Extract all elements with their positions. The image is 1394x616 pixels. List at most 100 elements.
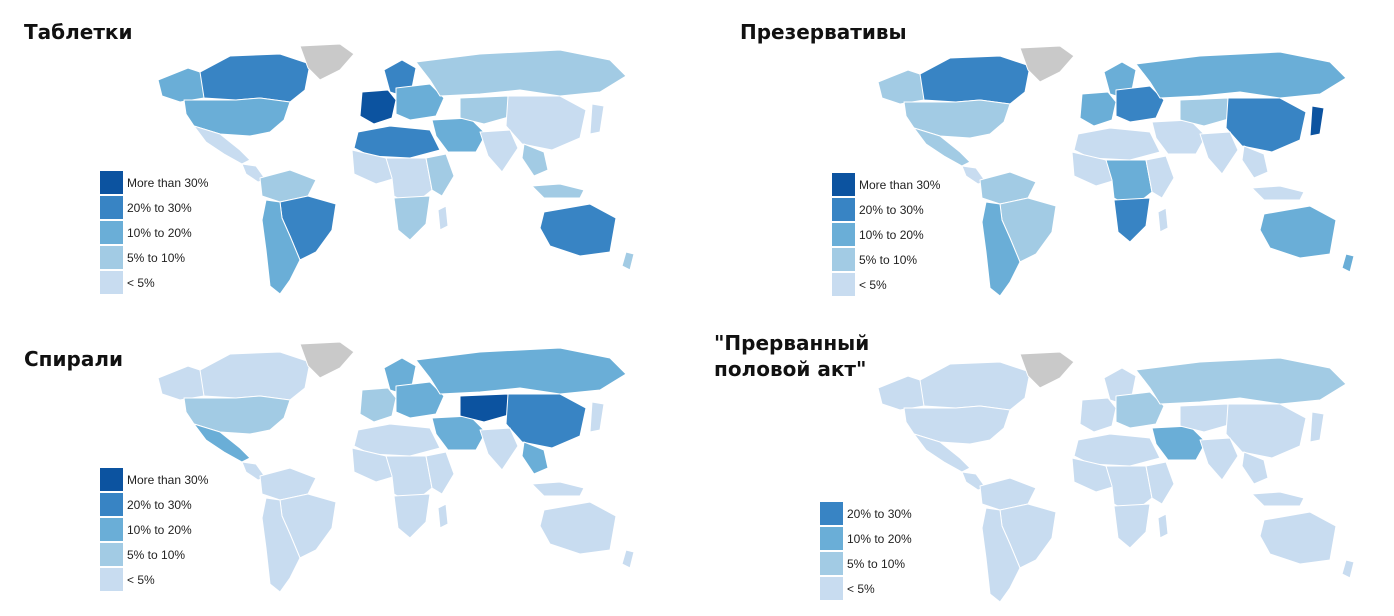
legend-swatch: [820, 527, 843, 550]
region-west-africa: [351, 447, 397, 483]
region-west-africa: [351, 149, 397, 185]
region-madagascar: [1157, 513, 1169, 539]
region-nz: [621, 549, 635, 569]
legend-item: More than 30%: [832, 172, 940, 197]
region-west-europe: [359, 89, 397, 125]
legend-label: 5% to 10%: [847, 556, 906, 571]
legend-label: 5% to 10%: [127, 250, 186, 265]
region-russia: [415, 347, 627, 395]
world-map-pills: [157, 43, 635, 295]
region-south-africa: [393, 493, 431, 539]
region-india: [1199, 437, 1239, 481]
legend-item: 20% to 30%: [832, 197, 940, 222]
region-south-africa: [1113, 197, 1151, 243]
region-west-europe: [359, 387, 397, 423]
region-alaska: [157, 365, 207, 401]
region-north-africa: [353, 125, 441, 159]
region-madagascar: [437, 503, 449, 529]
legend-item: 5% to 10%: [820, 551, 912, 576]
map-title: Таблетки: [24, 20, 133, 44]
region-middle-east: [431, 415, 487, 451]
map-title: Презервативы: [740, 20, 907, 44]
legend-label: < 5%: [859, 277, 887, 292]
region-madagascar: [437, 205, 449, 231]
map-legend: More than 30% 20% to 30% 10% to 20% 5% to 1…: [832, 172, 940, 297]
legend-swatch: [820, 502, 843, 525]
legend-swatch: [100, 171, 123, 194]
legend-label: < 5%: [127, 572, 155, 587]
region-usa: [183, 395, 291, 435]
legend-label: < 5%: [847, 581, 875, 596]
legend-swatch: [100, 246, 123, 269]
legend-item: 20% to 30%: [100, 492, 208, 517]
region-central-asia: [1179, 403, 1233, 433]
region-alaska: [157, 67, 207, 103]
region-indonesia: [531, 481, 585, 497]
region-se-asia: [521, 143, 549, 177]
legend-label: 5% to 10%: [127, 547, 186, 562]
region-south-africa: [1113, 503, 1151, 549]
region-se-asia: [521, 441, 549, 475]
region-mexico: [193, 423, 251, 463]
legend-swatch: [820, 552, 843, 575]
region-central-asia: [1179, 97, 1233, 127]
legend-swatch: [100, 271, 123, 294]
region-east-africa: [425, 153, 455, 197]
region-se-asia: [1241, 145, 1269, 179]
region-middle-east: [1151, 425, 1207, 461]
region-greenland: [299, 43, 355, 81]
legend-label: 10% to 20%: [847, 531, 912, 546]
region-canada: [199, 53, 311, 103]
region-central-asia: [459, 95, 513, 125]
region-russia: [415, 49, 627, 97]
legend-item: 20% to 30%: [820, 501, 912, 526]
region-alaska: [877, 69, 927, 105]
region-usa: [903, 405, 1011, 445]
region-nz: [1341, 253, 1355, 273]
map-legend: More than 30% 20% to 30% 10% to 20% 5% to 1…: [100, 467, 208, 592]
region-middle-east: [431, 117, 487, 153]
legend-item: More than 30%: [100, 467, 208, 492]
region-australia: [539, 501, 617, 555]
region-south-africa: [393, 195, 431, 241]
legend-item: 5% to 10%: [832, 247, 940, 272]
region-japan: [1309, 411, 1325, 443]
region-russia: [1135, 357, 1347, 405]
legend-item: 20% to 30%: [100, 195, 208, 220]
region-australia: [1259, 205, 1337, 259]
legend-item: < 5%: [820, 576, 912, 601]
legend-label: 20% to 30%: [127, 497, 192, 512]
region-usa: [183, 97, 291, 137]
region-east-europe: [1115, 391, 1165, 429]
region-argentina-chile: [981, 201, 1021, 297]
region-china-mongolia: [505, 95, 587, 151]
region-australia: [539, 203, 617, 257]
region-japan: [589, 401, 605, 433]
map-legend: More than 30% 20% to 30% 10% to 20% 5% to 1…: [100, 170, 208, 295]
region-usa: [903, 99, 1011, 139]
legend-swatch: [820, 577, 843, 600]
legend-swatch: [832, 273, 855, 296]
region-japan: [589, 103, 605, 135]
region-canada: [919, 55, 1031, 105]
region-east-africa: [1145, 155, 1175, 199]
region-mexico: [913, 433, 971, 473]
legend-swatch: [832, 248, 855, 271]
region-east-europe: [395, 83, 445, 121]
region-alaska: [877, 375, 927, 411]
legend-label: < 5%: [127, 275, 155, 290]
legend-item: 10% to 20%: [100, 517, 208, 542]
legend-label: More than 30%: [127, 472, 209, 487]
region-middle-east: [1151, 119, 1207, 155]
region-australia: [1259, 511, 1337, 565]
legend-item: 5% to 10%: [100, 245, 208, 270]
legend-swatch: [832, 223, 855, 246]
legend-item: 5% to 10%: [100, 542, 208, 567]
region-east-europe: [395, 381, 445, 419]
legend-label: 20% to 30%: [127, 200, 192, 215]
region-greenland: [1019, 45, 1075, 83]
region-east-africa: [425, 451, 455, 495]
legend-swatch: [100, 196, 123, 219]
legend-item: More than 30%: [100, 170, 208, 195]
world-map-iud: [157, 341, 635, 593]
